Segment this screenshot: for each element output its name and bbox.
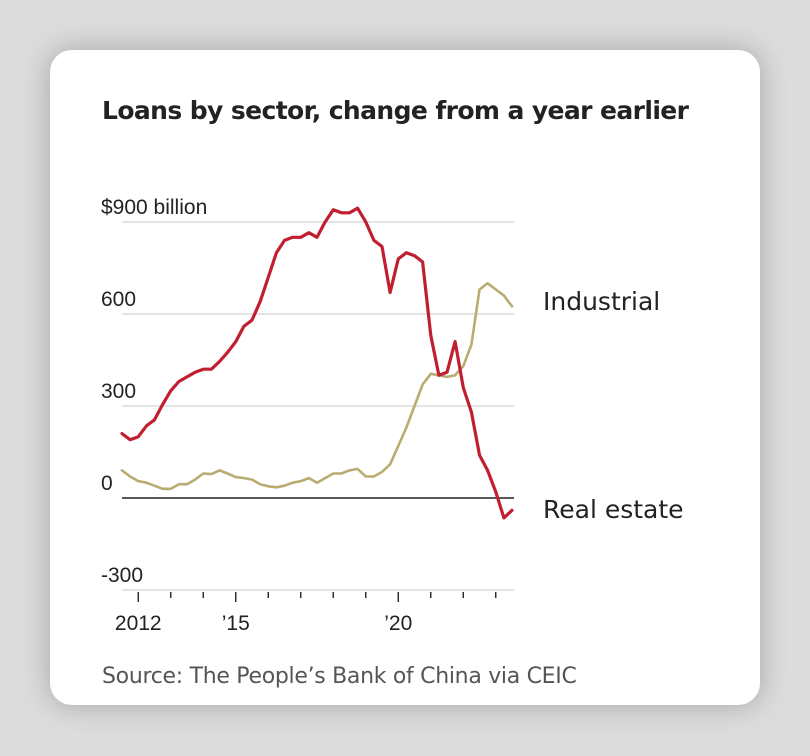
y-tick-label: 600 bbox=[101, 288, 136, 311]
series-lines bbox=[120, 206, 514, 520]
x-tick-label: 2012 bbox=[115, 612, 162, 635]
y-tick-label: $900 billion bbox=[101, 196, 207, 219]
chart-source: Source: The People’s Bank of China via C… bbox=[102, 664, 577, 689]
series-line-real-estate bbox=[120, 206, 514, 520]
series-label-real-estate: Real estate bbox=[543, 495, 684, 524]
x-tick-label: ’15 bbox=[222, 612, 250, 635]
x-axis: 2012 ’15 ’20 bbox=[115, 592, 497, 635]
y-tick-label: 0 bbox=[101, 472, 113, 495]
gridlines bbox=[122, 221, 514, 591]
y-tick-labels: $900 billion 600 300 0 -300 bbox=[101, 196, 207, 587]
y-tick-label: 300 bbox=[101, 380, 136, 403]
chart-card: Loans by sector, change from a year earl… bbox=[50, 50, 760, 705]
line-chart: $900 billion 600 300 0 -300 2012 ’15 ’20 Indus… bbox=[101, 196, 684, 635]
series-labels: Industrial Real estate bbox=[543, 287, 684, 524]
series-label-industrial: Industrial bbox=[543, 287, 660, 316]
y-tick-label: -300 bbox=[101, 564, 143, 587]
x-tick-label: ’20 bbox=[384, 612, 412, 635]
series-line-industrial bbox=[120, 282, 514, 491]
chart-title: Loans by sector, change from a year earl… bbox=[102, 96, 689, 125]
